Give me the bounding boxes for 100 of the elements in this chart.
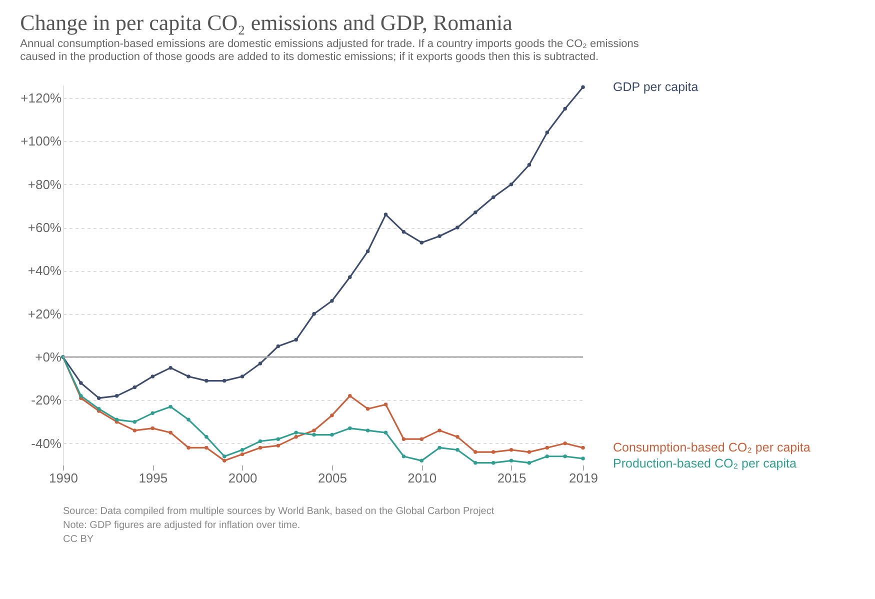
point: [581, 446, 585, 450]
point: [204, 378, 208, 383]
point: [384, 430, 388, 434]
point: [222, 458, 226, 463]
x-tick-label: 2019: [569, 470, 598, 486]
point: [294, 338, 298, 342]
point: [563, 106, 567, 111]
point: [348, 394, 352, 398]
point: [420, 437, 424, 441]
point: [312, 432, 316, 437]
point: [330, 299, 334, 303]
point: [204, 435, 208, 439]
point: [545, 454, 550, 458]
point: [132, 385, 137, 390]
point: [402, 454, 406, 458]
y-tick-label: +60%: [28, 220, 62, 235]
point: [276, 444, 280, 448]
point: [294, 430, 298, 434]
point: [132, 428, 137, 432]
point: [384, 402, 388, 406]
point: [150, 426, 155, 430]
point: [258, 362, 262, 366]
point: [294, 435, 298, 439]
point: [366, 406, 370, 411]
point: [402, 230, 406, 234]
x-tick-label: 1995: [138, 470, 168, 486]
y-tick-label: -20%: [31, 392, 62, 408]
point: [581, 85, 585, 90]
point: [420, 458, 424, 463]
point: [186, 374, 190, 378]
point: [276, 437, 280, 441]
point: [366, 428, 370, 432]
point: [96, 406, 101, 411]
point: [438, 234, 442, 238]
x-tick-label: 2000: [228, 470, 258, 486]
point: [168, 404, 172, 409]
point: [509, 182, 514, 186]
y-tick-label: -40%: [31, 436, 62, 451]
point: [491, 450, 496, 454]
chart-title: Change in per capita CO₂ emissions and GDP, Romania: [20, 10, 513, 36]
point: [563, 454, 567, 458]
point: [509, 458, 514, 463]
point: [186, 446, 190, 450]
point: [491, 195, 496, 200]
point: [420, 240, 424, 244]
point: [330, 413, 334, 418]
x-tick-label: 2010: [408, 470, 437, 486]
x-tick-label: 2005: [318, 470, 347, 486]
point: [258, 446, 262, 450]
point: [330, 432, 334, 437]
point: [240, 374, 244, 378]
point: [276, 344, 280, 348]
point: [545, 446, 550, 450]
chart-subtitle: Annual consumption-based emissions are domestic emissions adjusted for trade. If a country imports goods the CO₂ emissions caused in the production of those goods are added to its domestic emissions; if it exports goods then this is subtracted.: [20, 38, 640, 64]
point: [240, 452, 244, 456]
point: [402, 437, 406, 441]
y-tick-label: +120%: [20, 90, 62, 106]
x-tick-label: 1990: [49, 470, 78, 486]
point: [240, 448, 244, 452]
point: [204, 446, 208, 450]
text: Production-based CO₂ per capita: [613, 456, 796, 471]
x-tick-label: 2015: [497, 470, 526, 486]
point: [150, 411, 155, 416]
y-tick-label: +20%: [28, 306, 62, 322]
point: [438, 428, 442, 432]
point: [96, 396, 101, 400]
point: [527, 163, 532, 167]
point: [79, 381, 83, 385]
point: [527, 460, 532, 465]
point: [168, 430, 172, 434]
point: [114, 394, 119, 398]
point: [563, 442, 567, 446]
text: Consumption-based CO₂ per capita: [613, 440, 810, 455]
point: [366, 249, 370, 254]
text: Note: GDP figures are adjusted for inflation over time.: [63, 520, 300, 531]
y-tick-label: +80%: [28, 176, 62, 192]
point: [312, 312, 316, 316]
point: [168, 366, 172, 370]
point: [186, 418, 190, 422]
point: [258, 439, 262, 444]
y-tick-label: +0%: [35, 350, 62, 365]
point: [474, 460, 478, 465]
point: [384, 212, 388, 216]
source-note: Source: Data compiled from multiple sources by World Bank, based on the Global Carbon Project: [63, 506, 494, 517]
point: [348, 426, 352, 430]
point: [491, 460, 496, 465]
point: [474, 210, 478, 214]
point: [456, 435, 460, 439]
point: [509, 448, 514, 452]
point: [581, 456, 585, 460]
point: [222, 378, 226, 383]
point: [312, 428, 316, 432]
point: [474, 450, 478, 454]
y-tick-label: +100%: [20, 134, 62, 149]
point: [222, 454, 226, 458]
point: [456, 226, 460, 230]
point: [545, 130, 550, 134]
text: CC BY: [63, 534, 94, 545]
text: GDP per capita: [613, 80, 698, 94]
point: [456, 448, 460, 452]
